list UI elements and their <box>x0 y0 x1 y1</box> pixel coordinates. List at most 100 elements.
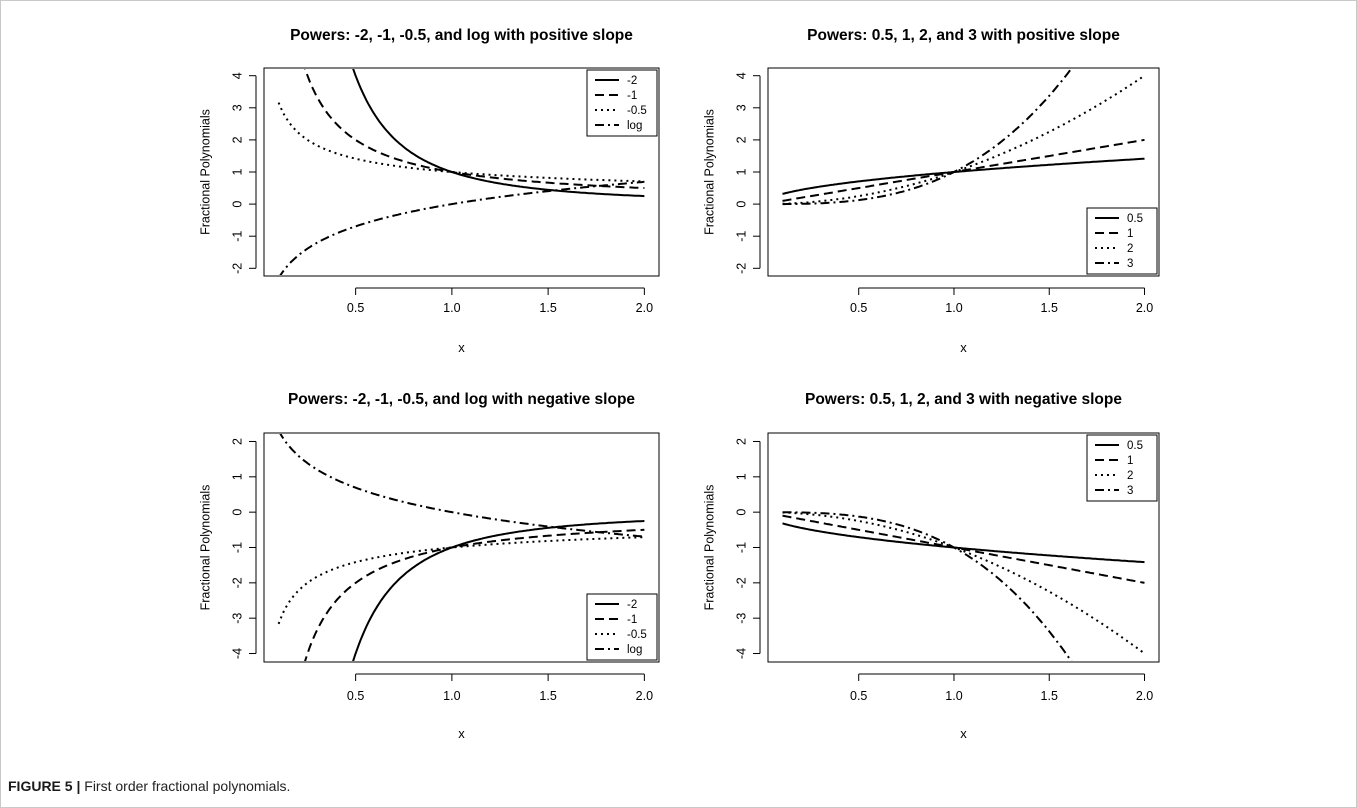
x-tick-label: 0.5 <box>347 301 364 315</box>
x-tick-label: 1.0 <box>945 301 962 315</box>
x-tick-label: 1.5 <box>1041 301 1058 315</box>
series-line-2 <box>782 511 1146 655</box>
y-tick-label: -1 <box>734 231 748 242</box>
chart-title: Powers: 0.5, 1, 2, and 3 with negative s… <box>805 391 1122 408</box>
series-line-0.5 <box>782 157 1145 195</box>
y-tick-label: 0 <box>734 201 748 208</box>
y-tick-label: -2 <box>734 577 748 588</box>
series-group <box>782 511 1146 661</box>
legend-label: -0.5 <box>627 629 647 641</box>
panel-3: Powers: -2, -1, -0.5, and log with negat… <box>198 391 660 741</box>
chart-title: Powers: -2, -1, -0.5, and log with posit… <box>290 27 633 44</box>
y-tick-label: 3 <box>230 104 244 111</box>
legend-label: 0.5 <box>1127 213 1143 225</box>
y-tick-label: -4 <box>230 648 244 659</box>
y-tick-label: 1 <box>230 473 244 480</box>
y-tick-label: -2 <box>230 263 244 274</box>
x-tick-label: 2.0 <box>1136 689 1153 703</box>
plot-frame <box>263 432 660 663</box>
series-line-3 <box>782 511 1073 661</box>
legend-label: 0.5 <box>1127 440 1143 452</box>
legend-label: -0.5 <box>627 105 647 117</box>
series-line-1 <box>782 514 1145 584</box>
series-line-log <box>279 180 645 275</box>
series-group <box>277 69 645 275</box>
panel-2: Powers: 0.5, 1, 2, and 3 with positive s… <box>702 27 1160 355</box>
figure-caption-label: FIGURE 5 | <box>8 778 81 794</box>
legend-label: log <box>627 120 642 132</box>
series-line-2 <box>782 74 1146 205</box>
legend-label: -1 <box>627 614 637 626</box>
legend: -2 -1 -0.5 log <box>586 593 658 661</box>
y-tick-label: 0 <box>230 201 244 208</box>
series-line--2 <box>352 520 645 661</box>
x-tick-label: 0.5 <box>347 689 364 703</box>
series-line-log <box>279 434 645 538</box>
y-tick-label: 4 <box>230 72 244 79</box>
y-tick-label: 1 <box>230 168 244 175</box>
figure-caption: FIGURE 5 | First order fractional polyno… <box>8 778 290 794</box>
panel-4: Powers: 0.5, 1, 2, and 3 with negative s… <box>702 391 1160 741</box>
x-tick-label: 0.5 <box>850 301 867 315</box>
plot-frame <box>767 67 1160 277</box>
series-line-1 <box>782 138 1145 202</box>
series-line-0.5 <box>782 522 1145 564</box>
series-line--2 <box>352 69 645 198</box>
legend: 0.5 1 2 3 <box>1086 207 1158 275</box>
series-group <box>782 69 1146 206</box>
legend-label: log <box>627 644 642 656</box>
legend-label: -2 <box>627 599 637 611</box>
x-tick-label: 1.5 <box>1041 689 1058 703</box>
series-line--1 <box>304 69 645 189</box>
y-axis-label: Fractional Polynomials <box>198 109 212 235</box>
y-tick-label: 0 <box>230 509 244 516</box>
legend-label: -1 <box>627 90 637 102</box>
y-tick-label: 0 <box>734 509 748 516</box>
y-axis-label: Fractional Polynomials <box>702 485 716 611</box>
y-tick-label: -3 <box>230 613 244 624</box>
x-tick-label: 1.0 <box>945 689 962 703</box>
y-tick-label: -4 <box>734 648 748 659</box>
y-tick-label: 2 <box>734 136 748 143</box>
x-tick-label: 0.5 <box>850 689 867 703</box>
legend-label: 1 <box>1127 228 1133 240</box>
x-tick-label: 1.5 <box>539 301 556 315</box>
x-tick-label: 1.0 <box>443 301 460 315</box>
x-tick-label: 2.0 <box>1136 301 1153 315</box>
series-line--0.5 <box>277 536 645 625</box>
x-tick-label: 2.0 <box>636 689 653 703</box>
x-tick-label: 1.5 <box>539 689 556 703</box>
legend-label: -2 <box>627 75 637 87</box>
y-tick-label: -1 <box>230 542 244 553</box>
y-tick-label: -2 <box>230 577 244 588</box>
y-tick-label: 1 <box>734 168 748 175</box>
legend: -2 -1 -0.5 log <box>586 69 658 137</box>
y-axis-label: Fractional Polynomials <box>702 109 716 235</box>
y-tick-label: 3 <box>734 104 748 111</box>
y-tick-label: 1 <box>734 473 748 480</box>
x-axis-label: x <box>458 726 465 741</box>
y-tick-label: 2 <box>230 438 244 445</box>
legend-label: 1 <box>1127 455 1133 467</box>
series-group <box>277 434 645 661</box>
legend-label: 2 <box>1127 243 1133 255</box>
plot-frame <box>263 67 660 277</box>
plot-frame <box>767 432 1160 663</box>
figure-panels: Powers: -2, -1, -0.5, and log with posit… <box>198 27 1160 741</box>
y-tick-label: 2 <box>734 438 748 445</box>
x-axis-label: x <box>960 340 967 355</box>
chart-title: Powers: -2, -1, -0.5, and log with negat… <box>288 391 635 408</box>
x-axis-label: x <box>458 340 465 355</box>
legend-label: 2 <box>1127 470 1133 482</box>
x-tick-label: 2.0 <box>636 301 653 315</box>
y-axis-label: Fractional Polynomials <box>198 485 212 611</box>
figure-caption-text: First order fractional polynomials. <box>84 778 291 794</box>
y-tick-label: -2 <box>734 263 748 274</box>
legend: 0.5 1 2 3 <box>1086 434 1158 502</box>
legend-label: 3 <box>1127 485 1133 497</box>
legend-label: 3 <box>1127 258 1133 270</box>
y-tick-label: -3 <box>734 613 748 624</box>
x-tick-label: 1.0 <box>443 689 460 703</box>
series-line-3 <box>782 69 1073 206</box>
y-tick-label: 2 <box>230 136 244 143</box>
